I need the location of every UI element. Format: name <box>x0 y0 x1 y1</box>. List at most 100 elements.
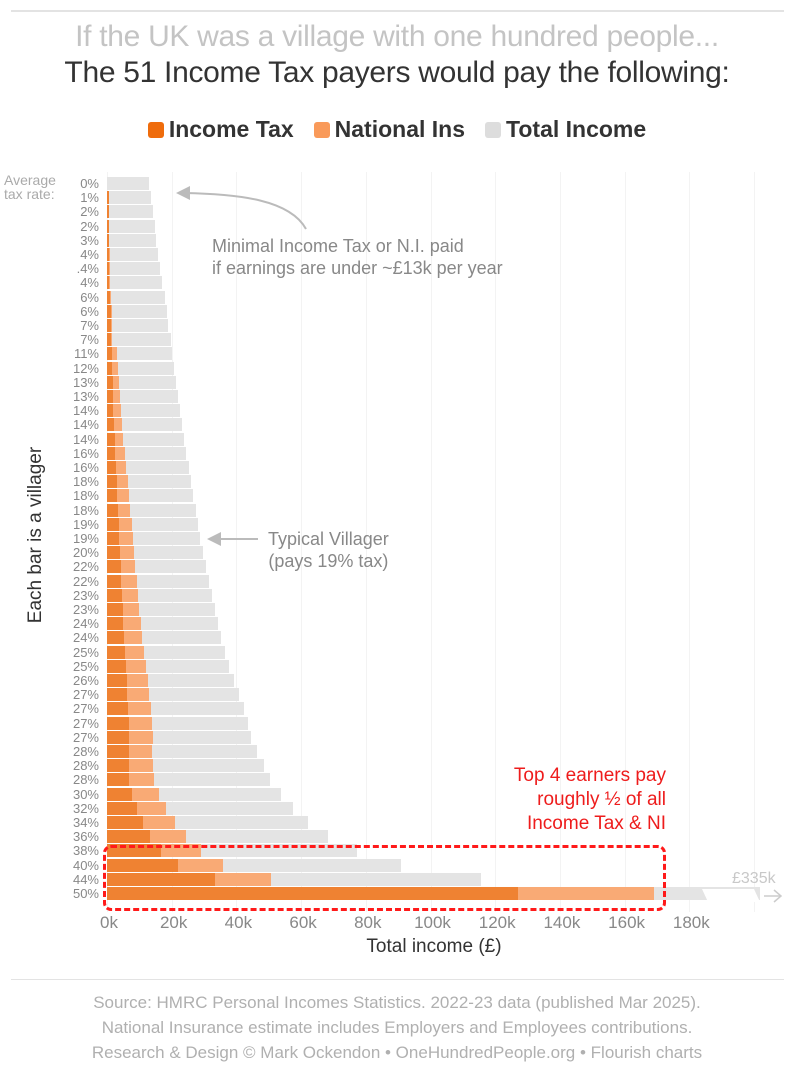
national-ins-bar[interactable] <box>113 390 120 403</box>
total-income-bar[interactable] <box>107 361 175 375</box>
national-ins-bar[interactable] <box>117 503 131 517</box>
income-tax-bar[interactable] <box>107 745 129 758</box>
total-income-bar[interactable] <box>107 290 165 304</box>
income-tax-bar[interactable] <box>107 730 130 744</box>
total-income-bar[interactable] <box>107 262 161 276</box>
national-ins-bar[interactable] <box>123 617 141 631</box>
income-tax-bar[interactable] <box>107 830 151 844</box>
national-ins-bar[interactable] <box>110 304 112 318</box>
national-ins-bar[interactable] <box>120 560 136 574</box>
national-ins-bar[interactable] <box>215 872 271 886</box>
national-ins-bar[interactable] <box>127 688 150 702</box>
income-tax-bar[interactable] <box>107 418 115 432</box>
national-ins-bar[interactable] <box>124 645 145 659</box>
total-income-bar[interactable] <box>107 219 155 233</box>
income-tax-bar[interactable] <box>107 517 119 531</box>
national-ins-bar[interactable] <box>128 702 151 716</box>
national-ins-bar[interactable] <box>142 816 175 829</box>
national-ins-bar[interactable] <box>116 461 127 474</box>
income-tax-bar[interactable] <box>107 361 113 375</box>
income-tax-bar[interactable] <box>107 304 111 318</box>
national-ins-bar[interactable] <box>129 730 154 744</box>
income-tax-bar[interactable] <box>107 858 178 872</box>
national-ins-bar[interactable] <box>118 532 133 545</box>
national-ins-bar[interactable] <box>111 347 117 361</box>
national-ins-bar[interactable] <box>119 546 134 560</box>
income-tax-bar[interactable] <box>107 333 112 347</box>
income-tax-bar[interactable] <box>107 503 118 517</box>
income-tax-bar[interactable] <box>107 560 121 574</box>
income-tax-bar[interactable] <box>107 205 109 219</box>
income-tax-bar[interactable] <box>107 801 138 815</box>
total-income-bar[interactable] <box>107 432 185 446</box>
total-income-bar[interactable] <box>107 475 192 489</box>
national-ins-bar[interactable] <box>111 333 113 347</box>
national-ins-bar[interactable] <box>122 603 140 616</box>
income-tax-bar[interactable] <box>107 347 112 361</box>
national-ins-bar[interactable] <box>128 773 154 787</box>
total-income-bar[interactable] <box>107 446 187 460</box>
income-tax-bar[interactable] <box>107 233 109 247</box>
total-income-bar[interactable] <box>107 461 189 474</box>
national-ins-bar[interactable] <box>123 631 142 645</box>
national-ins-bar[interactable] <box>114 432 124 446</box>
total-income-bar[interactable] <box>107 233 157 247</box>
national-ins-bar[interactable] <box>115 446 125 460</box>
income-tax-bar[interactable] <box>107 375 113 389</box>
national-ins-bar[interactable] <box>114 418 123 432</box>
total-income-bar[interactable] <box>107 191 151 205</box>
income-tax-bar[interactable] <box>107 248 109 261</box>
national-ins-bar[interactable] <box>121 574 137 588</box>
national-ins-bar[interactable] <box>126 674 149 687</box>
total-income-bar[interactable] <box>107 319 169 332</box>
income-tax-bar[interactable] <box>107 588 122 602</box>
income-tax-bar[interactable] <box>107 759 129 773</box>
national-ins-bar[interactable] <box>110 319 112 332</box>
income-tax-bar[interactable] <box>107 716 129 730</box>
national-ins-bar[interactable] <box>116 475 128 489</box>
national-ins-bar[interactable] <box>137 801 166 815</box>
legend-item-national-ins[interactable]: National Ins <box>313 116 465 143</box>
national-ins-bar[interactable] <box>117 489 129 503</box>
income-tax-bar[interactable] <box>107 489 118 503</box>
national-ins-bar[interactable] <box>517 887 654 900</box>
income-tax-bar[interactable] <box>107 688 128 702</box>
income-tax-bar[interactable] <box>107 290 111 304</box>
income-tax-bar[interactable] <box>107 816 143 829</box>
national-ins-bar[interactable] <box>121 588 139 602</box>
income-tax-bar[interactable] <box>107 446 116 460</box>
national-ins-bar[interactable] <box>128 759 153 773</box>
income-tax-bar[interactable] <box>107 574 122 588</box>
national-ins-bar[interactable] <box>131 787 160 801</box>
income-tax-bar[interactable] <box>107 787 132 801</box>
legend-item-income-tax[interactable]: Income Tax <box>147 116 294 143</box>
national-ins-bar[interactable] <box>113 404 121 418</box>
income-tax-bar[interactable] <box>107 475 117 489</box>
income-tax-bar[interactable] <box>107 645 125 659</box>
national-ins-bar[interactable] <box>112 361 118 375</box>
national-ins-bar[interactable] <box>110 290 111 304</box>
total-income-bar[interactable] <box>107 177 149 190</box>
total-income-bar[interactable] <box>107 390 179 403</box>
national-ins-bar[interactable] <box>118 517 132 531</box>
national-ins-bar[interactable] <box>128 745 153 758</box>
income-tax-bar[interactable] <box>107 532 119 545</box>
national-ins-bar[interactable] <box>177 858 224 872</box>
income-tax-bar[interactable] <box>107 404 114 418</box>
income-tax-bar[interactable] <box>107 276 110 290</box>
income-tax-bar[interactable] <box>107 872 216 886</box>
national-ins-bar[interactable] <box>125 659 146 673</box>
income-tax-bar[interactable] <box>107 631 124 645</box>
income-tax-bar[interactable] <box>107 773 129 787</box>
income-tax-bar[interactable] <box>107 887 518 900</box>
total-income-bar[interactable] <box>107 304 167 318</box>
total-income-bar[interactable] <box>107 375 177 389</box>
national-ins-bar[interactable] <box>128 716 153 730</box>
total-income-bar[interactable] <box>107 333 171 347</box>
income-tax-bar[interactable] <box>107 546 120 560</box>
total-income-bar[interactable] <box>107 418 183 432</box>
income-tax-bar[interactable] <box>107 702 129 716</box>
income-tax-bar[interactable] <box>107 319 111 332</box>
income-tax-bar[interactable] <box>107 659 126 673</box>
national-ins-bar[interactable] <box>112 375 120 389</box>
